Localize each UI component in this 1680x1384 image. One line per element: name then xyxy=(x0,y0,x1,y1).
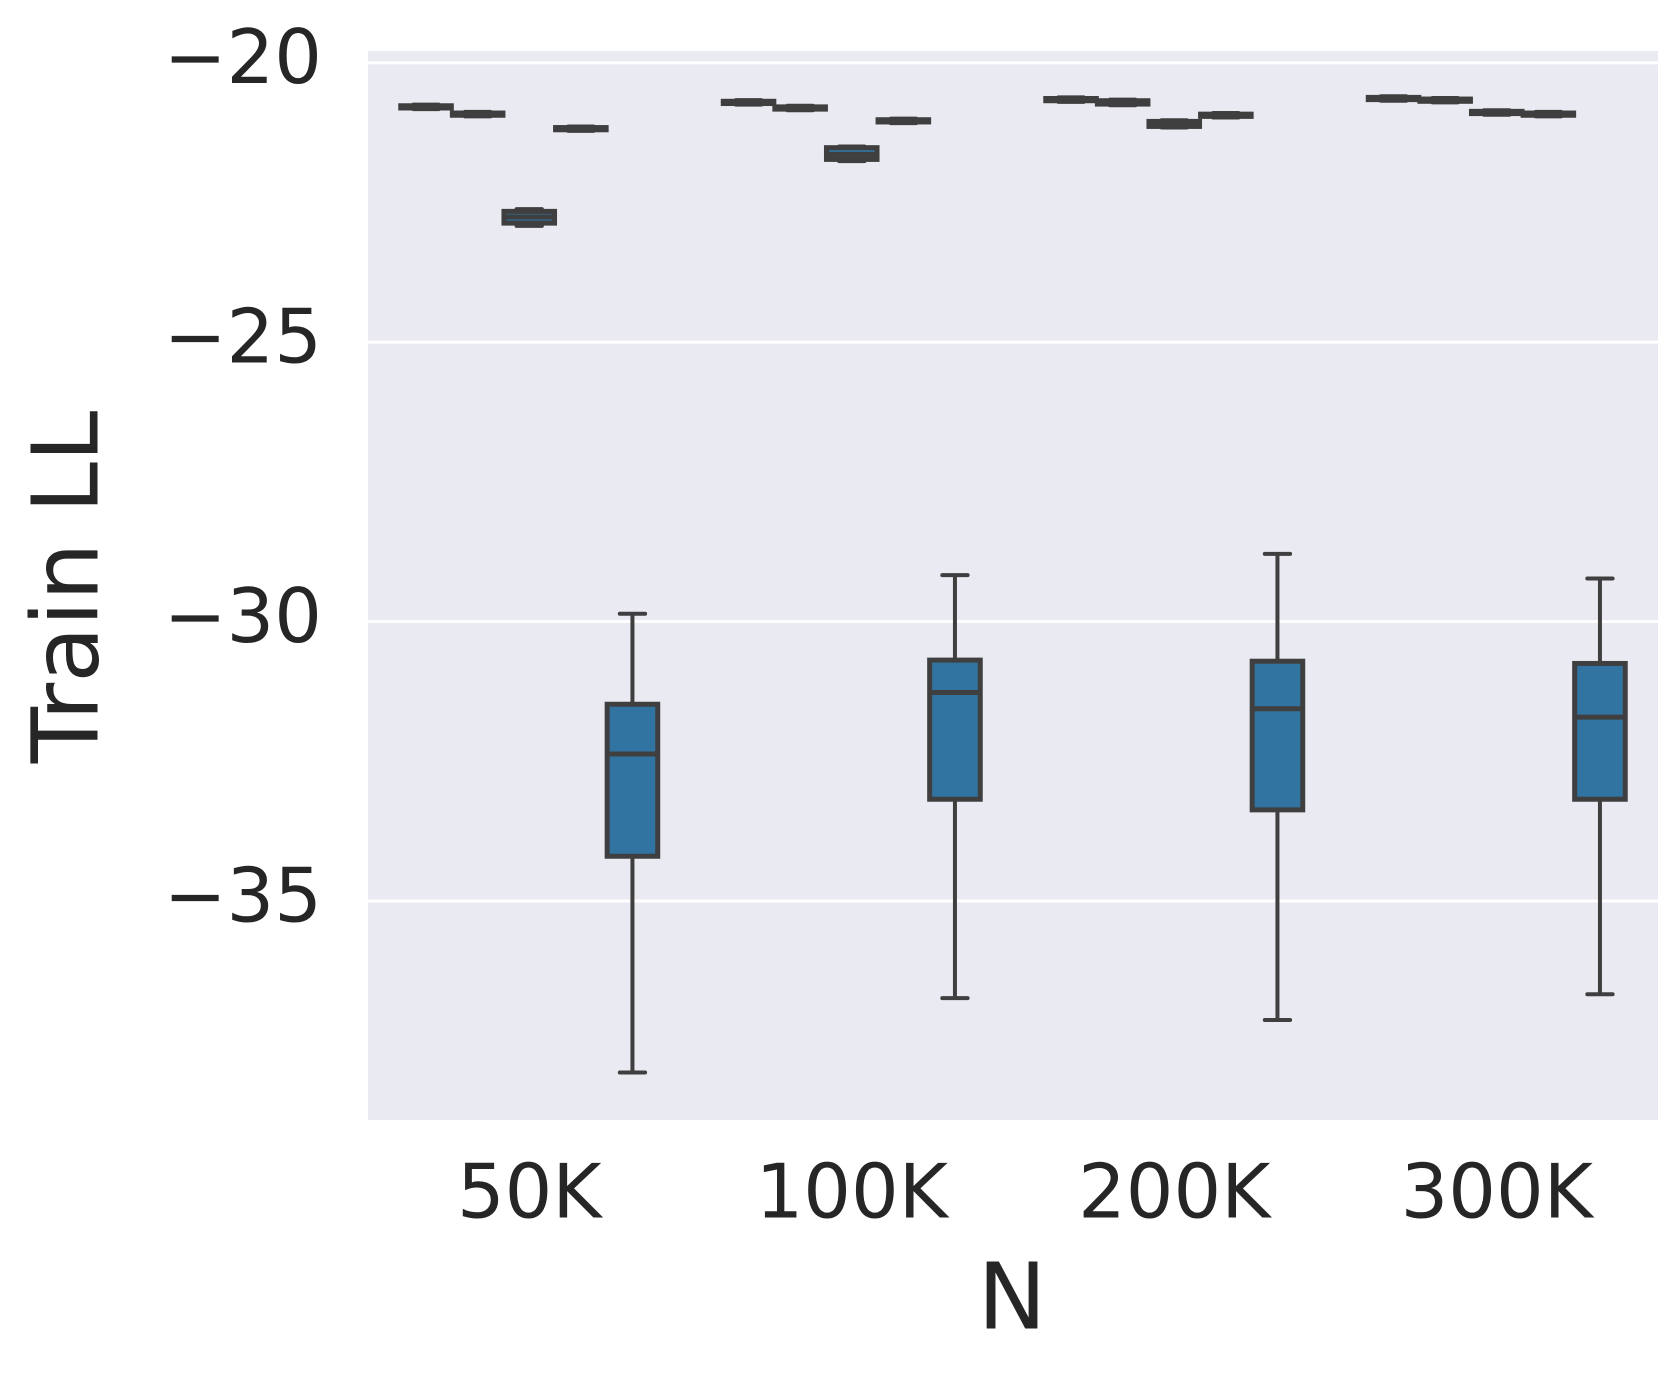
x-tick-label: 300K xyxy=(1401,1148,1595,1236)
y-tick-label: −20 xyxy=(164,13,322,101)
plot-background xyxy=(368,51,1658,1120)
y-tick-label: −25 xyxy=(164,293,322,381)
box xyxy=(1572,660,1628,802)
x-tick-label: 50K xyxy=(457,1148,603,1236)
box xyxy=(604,701,661,859)
x-tick-label: 200K xyxy=(1078,1148,1272,1236)
y-tick-label: −30 xyxy=(164,572,322,660)
x-axis-label: N xyxy=(978,1243,1047,1350)
y-tick-label: −35 xyxy=(164,851,322,939)
x-tick-label: 100K xyxy=(756,1148,950,1236)
y-axis-label: Train LL xyxy=(12,411,119,765)
box xyxy=(927,657,983,802)
box xyxy=(1249,658,1306,813)
